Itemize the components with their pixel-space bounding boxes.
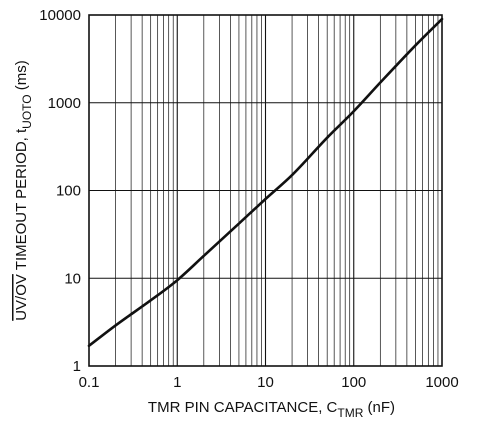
plot-frame <box>88 14 443 367</box>
y-tick-label: 1 <box>73 358 81 375</box>
y-axis-label-unit: (ms) <box>13 60 30 94</box>
x-tick-labels: 0.1 1 10 100 1000 <box>79 374 459 391</box>
y-axis-label-subscript: UOTO <box>20 94 34 128</box>
x-tick-label: 1 <box>173 374 181 391</box>
x-tick-label: 1000 <box>425 374 458 391</box>
x-tick-label: 10 <box>257 374 274 391</box>
x-axis-label-unit: (nF) <box>363 399 395 416</box>
x-axis-label-main: TMR PIN CAPACITANCE, C <box>148 399 338 416</box>
y-axis-label-overlined: UV/OV <box>13 274 30 321</box>
y-tick-label: 1000 <box>48 95 81 112</box>
y-tick-label: 10 <box>64 270 81 287</box>
grid <box>89 15 442 366</box>
y-tick-labels: 1 10 100 1000 10000 <box>39 7 81 375</box>
y-tick-label: 100 <box>56 183 81 200</box>
x-axis-label: TMR PIN CAPACITANCE, CTMR (nF) <box>148 399 395 420</box>
x-tick-label: 0.1 <box>79 374 100 391</box>
y-tick-label: 10000 <box>39 7 81 24</box>
y-axis-label-main: TIMEOUT PERIOD, t <box>13 128 30 274</box>
x-tick-label: 100 <box>341 374 366 391</box>
x-axis-label-subscript: TMR <box>337 406 363 420</box>
series-line <box>87 17 444 348</box>
y-axis-label: UV/OV TIMEOUT PERIOD, tUOTO (ms) <box>13 60 34 321</box>
